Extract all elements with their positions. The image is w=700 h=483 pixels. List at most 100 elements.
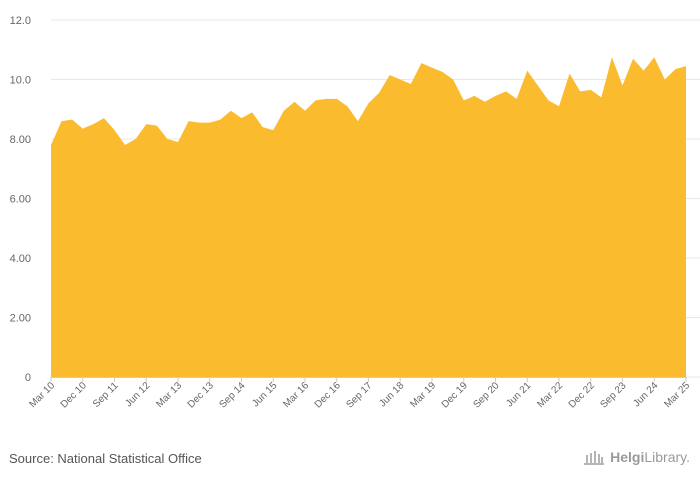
data-point[interactable] <box>217 117 223 123</box>
data-point[interactable] <box>598 94 604 100</box>
data-point[interactable] <box>609 54 615 60</box>
data-point[interactable] <box>440 69 446 75</box>
data-point[interactable] <box>186 118 192 124</box>
x-tick-label: Mar 19 <box>408 380 438 410</box>
x-tick-label: Sep 23 <box>598 380 628 410</box>
x-tick-label: Sep 11 <box>91 380 121 410</box>
x-tick-label: Sep 17 <box>344 380 374 410</box>
y-tick-label: 10.0 <box>10 75 31 87</box>
data-point[interactable] <box>461 97 467 103</box>
data-point[interactable] <box>228 108 234 114</box>
data-area-layer <box>48 54 689 377</box>
chart-footer: Source: National Statistical Office Helg… <box>0 440 700 483</box>
data-point[interactable] <box>387 72 393 78</box>
series-area <box>51 57 686 377</box>
x-tick-label: Jun 12 <box>123 380 152 409</box>
data-point[interactable] <box>344 103 350 109</box>
y-tick-label: 12.0 <box>10 15 31 27</box>
x-tick-label: Mar 16 <box>281 380 311 410</box>
data-point[interactable] <box>239 115 245 121</box>
x-tick-label: Mar 22 <box>535 380 565 410</box>
data-point[interactable] <box>429 65 435 71</box>
data-point[interactable] <box>69 117 75 123</box>
x-tick-label: Sep 20 <box>471 380 501 410</box>
data-point[interactable] <box>408 81 414 87</box>
data-point[interactable] <box>207 120 213 126</box>
data-point[interactable] <box>281 108 287 114</box>
data-point[interactable] <box>493 93 499 99</box>
data-point[interactable] <box>683 63 689 69</box>
data-point[interactable] <box>143 121 149 127</box>
x-tick-label: Jun 21 <box>504 380 533 409</box>
data-point[interactable] <box>651 54 657 60</box>
data-point[interactable] <box>545 97 551 103</box>
data-point[interactable] <box>366 100 372 106</box>
data-point[interactable] <box>122 142 128 148</box>
data-point[interactable] <box>164 136 170 142</box>
x-axis: Mar 10 Dec 10 Sep 11 Jun 12 Mar 13 Dec 13 Sep … <box>27 377 692 411</box>
data-point[interactable] <box>196 120 202 126</box>
data-point[interactable] <box>260 124 266 130</box>
data-point[interactable] <box>588 87 594 93</box>
helgi-library-logo[interactable]: HelgiLibrary. <box>583 448 690 466</box>
y-tick-label: 4.00 <box>10 253 31 265</box>
y-tick-label: 2.00 <box>10 313 31 325</box>
y-tick-label: 0 <box>25 372 31 384</box>
logo-bold: Helgi <box>610 449 645 465</box>
data-point[interactable] <box>503 88 509 94</box>
data-point[interactable] <box>397 77 403 83</box>
data-point[interactable] <box>154 123 160 129</box>
data-point[interactable] <box>90 121 96 127</box>
data-point[interactable] <box>112 127 118 133</box>
data-point[interactable] <box>450 77 456 83</box>
x-tick-label: Mar 10 <box>27 380 57 410</box>
data-point[interactable] <box>175 139 181 145</box>
data-point[interactable] <box>672 66 678 72</box>
x-tick-label: Mar 13 <box>154 380 184 410</box>
data-point[interactable] <box>641 68 647 74</box>
data-point[interactable] <box>376 90 382 96</box>
x-tick-label: Jun 15 <box>250 380 279 409</box>
data-point[interactable] <box>270 127 276 133</box>
x-tick-label: Dec 13 <box>186 380 216 410</box>
data-point[interactable] <box>291 99 297 105</box>
data-point[interactable] <box>302 108 308 114</box>
data-point[interactable] <box>59 118 65 124</box>
data-point[interactable] <box>334 96 340 102</box>
logo-text: HelgiLibrary. <box>610 449 690 465</box>
data-point[interactable] <box>482 99 488 105</box>
x-tick-label: Dec 10 <box>59 380 89 410</box>
data-point[interactable] <box>514 96 520 102</box>
y-tick-label: 8.00 <box>10 134 31 146</box>
data-point[interactable] <box>101 115 107 121</box>
data-point[interactable] <box>418 60 424 66</box>
x-tick-label: Sep 14 <box>217 380 247 410</box>
data-point[interactable] <box>662 77 668 83</box>
data-point[interactable] <box>133 136 139 142</box>
data-point[interactable] <box>535 82 541 88</box>
library-building-icon <box>584 451 605 465</box>
x-tick-label: Jun 24 <box>631 380 660 409</box>
logo-light: Library. <box>644 449 690 465</box>
data-point[interactable] <box>471 93 477 99</box>
data-point[interactable] <box>249 109 255 115</box>
x-tick-label: Mar 25 <box>662 380 692 410</box>
data-point[interactable] <box>620 82 626 88</box>
data-point[interactable] <box>524 68 530 74</box>
source-note: Source: National Statistical Office <box>9 451 202 466</box>
data-point[interactable] <box>630 56 636 62</box>
data-point[interactable] <box>313 97 319 103</box>
data-point[interactable] <box>48 142 54 148</box>
data-point[interactable] <box>556 103 562 109</box>
y-tick-label: 6.00 <box>10 194 31 206</box>
data-point[interactable] <box>323 96 329 102</box>
data-point[interactable] <box>355 118 361 124</box>
x-tick-label: Dec 16 <box>313 380 343 410</box>
x-tick-label: Dec 19 <box>440 380 470 410</box>
data-point[interactable] <box>567 71 573 77</box>
data-point[interactable] <box>80 126 86 132</box>
x-tick-label: Jun 18 <box>377 380 406 409</box>
y-axis-labels: 0 2.00 4.00 6.00 8.00 10.0 12.0 <box>10 15 31 384</box>
data-point[interactable] <box>577 88 583 94</box>
